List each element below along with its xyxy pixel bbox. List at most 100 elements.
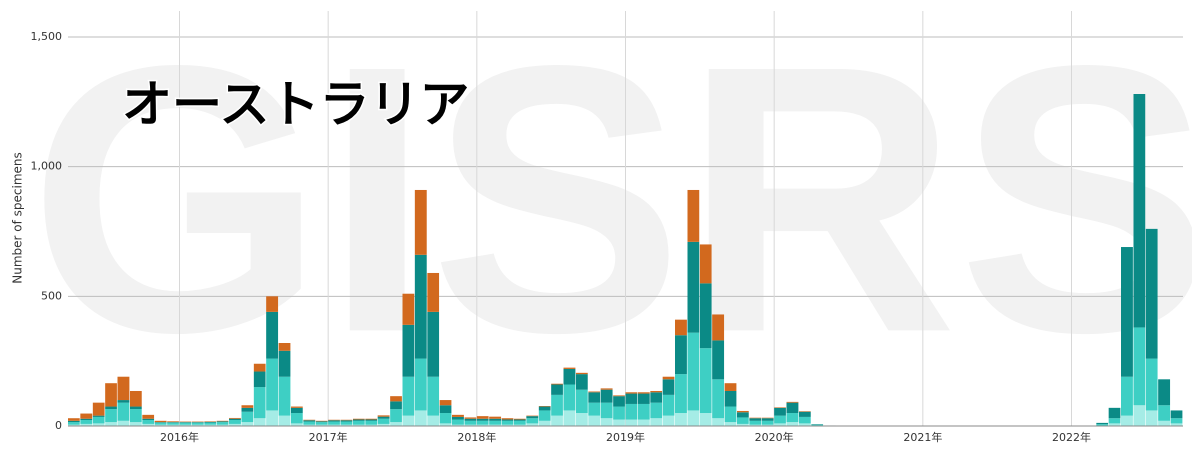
bar-segment <box>774 407 786 408</box>
bar-segment <box>427 272 440 312</box>
bar-segment <box>749 424 762 426</box>
bar-segment <box>563 368 576 385</box>
bar-segment <box>798 411 811 417</box>
bar-segment <box>613 396 625 407</box>
bar-segment <box>191 422 204 425</box>
bar-segment <box>501 424 514 426</box>
bar-segment <box>191 421 204 423</box>
bar-segment <box>774 423 786 426</box>
bar-segment <box>204 421 217 422</box>
bar-segment <box>464 424 477 426</box>
y-tick-label: 1,000 <box>31 160 63 173</box>
bar-segment <box>538 420 551 426</box>
bar-segment <box>712 314 725 341</box>
bar-segment <box>600 388 613 390</box>
bar-segment <box>464 420 477 425</box>
bar-segment <box>80 420 93 424</box>
bar-segment <box>390 401 402 410</box>
bar-segment <box>662 376 675 380</box>
bar-segment <box>786 401 799 403</box>
bar-segment <box>588 391 601 393</box>
bar-segment <box>390 396 402 402</box>
bar-segment <box>538 410 551 421</box>
bar-segment <box>563 410 576 426</box>
bar-segment <box>662 379 675 395</box>
bar-segment <box>687 241 700 333</box>
bar-segment <box>452 419 464 425</box>
bar-segment <box>514 418 526 420</box>
bar-segment <box>1158 420 1171 426</box>
bar-segment <box>365 418 378 420</box>
bar-segment <box>216 421 229 423</box>
bar-segment <box>414 358 427 411</box>
bar-segment <box>501 419 514 421</box>
bar-segment <box>377 423 390 426</box>
bar-segment <box>551 415 563 426</box>
bar-segment <box>377 418 390 424</box>
bar-segment <box>291 413 303 424</box>
bar-segment <box>811 424 824 426</box>
bar-segment <box>390 422 402 426</box>
bar-segment <box>278 376 291 416</box>
bar-segment <box>1121 247 1133 377</box>
bar-segment <box>724 383 737 391</box>
bar-segment <box>439 423 452 426</box>
bar-segment <box>761 424 774 426</box>
bar-segment <box>650 392 663 403</box>
bar-segment <box>476 420 489 425</box>
bar-segment <box>154 424 167 426</box>
bar-segment <box>737 412 749 418</box>
bar-segment <box>675 319 687 336</box>
bar-segment <box>340 420 353 422</box>
bar-segment <box>650 418 663 426</box>
bar-segment <box>464 418 477 421</box>
bar-segment <box>278 350 291 377</box>
bar-segment <box>328 419 340 421</box>
bar-segment <box>402 415 415 426</box>
bar-segment <box>167 424 179 426</box>
bar-segment <box>191 422 204 423</box>
bar-segment <box>80 413 93 419</box>
bar-segment <box>489 424 502 426</box>
bar-segment <box>476 416 489 419</box>
bar-segment <box>427 311 440 377</box>
bar-segment <box>229 420 241 424</box>
bar-segment <box>414 254 427 359</box>
bar-segment <box>1158 379 1171 406</box>
bar-segment <box>266 311 279 359</box>
bar-segment <box>142 420 155 424</box>
bar-segment <box>625 393 638 404</box>
x-tick-label: 2020年 <box>755 430 794 444</box>
bar-segment <box>712 379 725 419</box>
bar-segment <box>575 389 588 414</box>
bar-segment <box>204 422 217 425</box>
bar-segment <box>662 415 675 426</box>
bar-segment <box>798 423 811 426</box>
bar-segment <box>328 420 340 422</box>
bar-segment <box>167 422 179 423</box>
bar-segment <box>303 420 316 422</box>
bar-segment <box>600 402 613 419</box>
bar-segment <box>774 407 786 416</box>
bar-segment <box>675 335 687 375</box>
bar-segment <box>563 384 576 411</box>
bar-segment <box>476 424 489 426</box>
bar-segment <box>179 422 192 423</box>
bar-segment <box>204 421 217 423</box>
bar-segment <box>588 402 601 416</box>
bar-segment <box>613 419 625 426</box>
bar-segment <box>241 422 254 426</box>
bar-segment <box>340 424 353 426</box>
bar-segment <box>117 420 130 426</box>
bar-segment <box>142 423 155 426</box>
bar-segment <box>613 395 625 397</box>
bar-segment <box>414 189 427 255</box>
bar-segment <box>117 402 130 421</box>
bar-segment <box>749 420 762 425</box>
bar-segment <box>204 424 217 426</box>
bar-segment <box>216 424 229 426</box>
bar-segment <box>129 422 142 426</box>
bar-segment <box>798 416 811 424</box>
bar-segment <box>253 387 266 419</box>
bar-segment <box>489 420 502 425</box>
